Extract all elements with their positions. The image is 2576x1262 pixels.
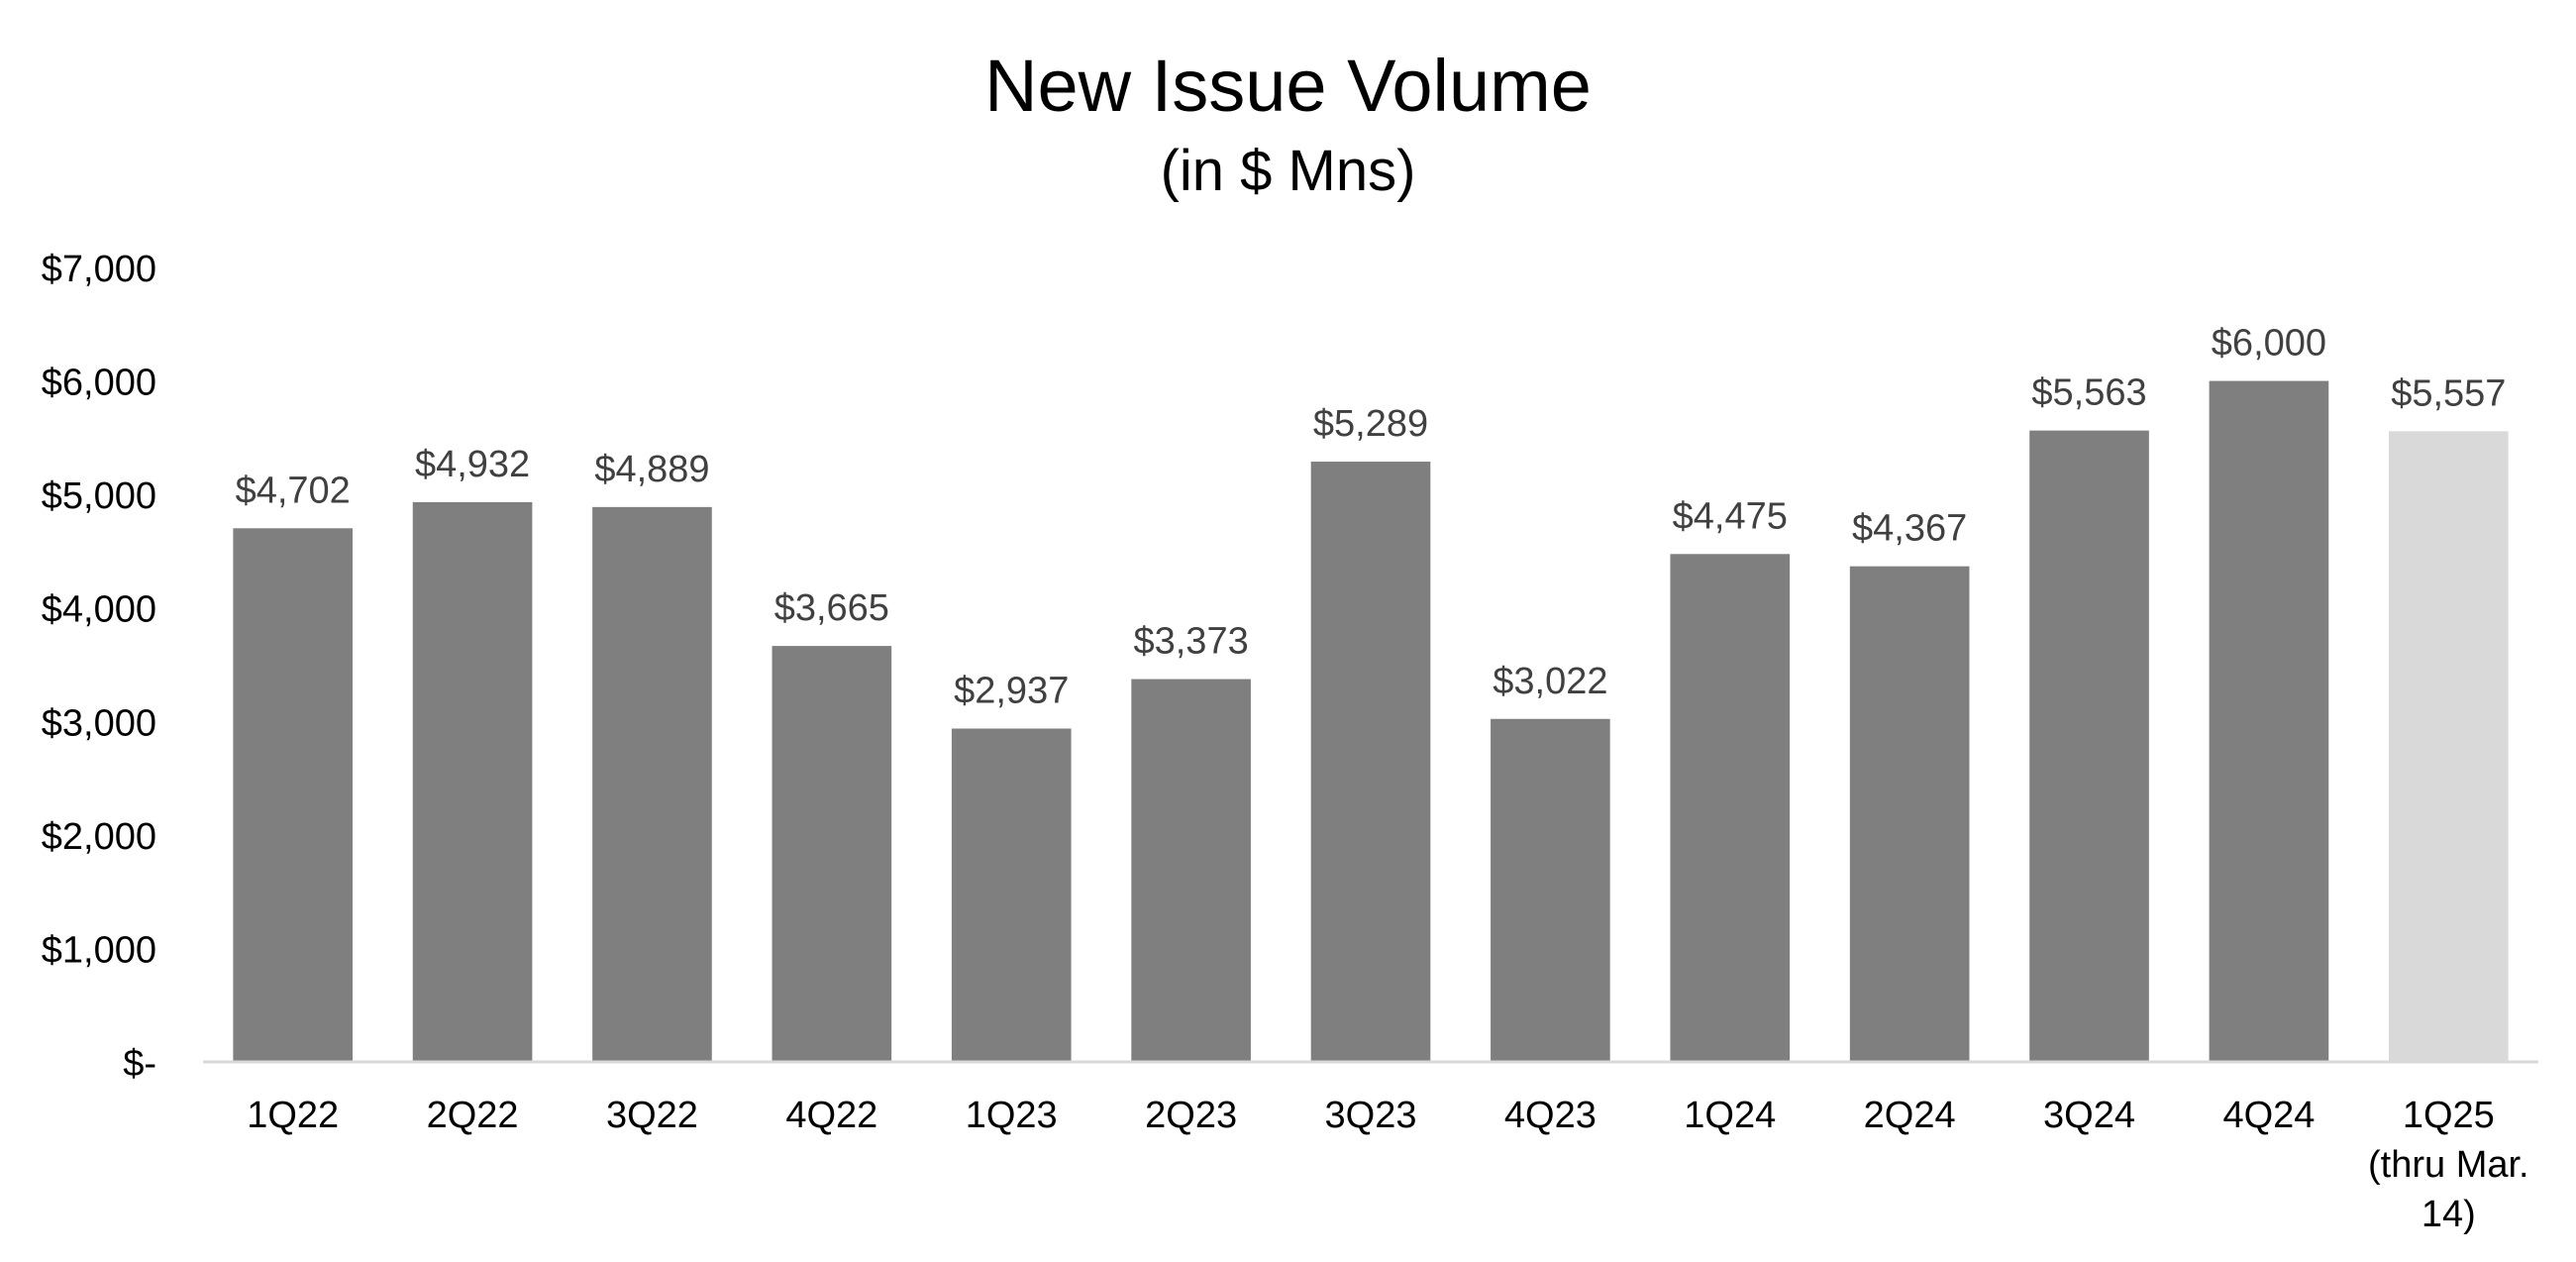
data-label: $2,937 [954,671,1069,712]
bar [2388,431,2509,1063]
bar [412,501,533,1062]
x-tick-label: 4Q23 [1504,1095,1597,1136]
bar [1670,554,1791,1062]
bar [2209,380,2329,1063]
x-tick-label: 4Q24 [2222,1095,2315,1136]
y-tick-label: $5,000 [42,475,156,517]
data-label: $4,889 [594,449,709,490]
data-label: $4,475 [1673,495,1788,537]
y-tick-label: $3,000 [42,702,156,744]
chart-title: New Issue Volume [984,45,1592,127]
y-tick-label: $7,000 [42,249,156,290]
data-label: $3,373 [1133,621,1248,663]
bar [1310,462,1431,1062]
x-tick-label: 3Q22 [606,1095,698,1136]
x-tick-label: 4Q22 [785,1095,877,1136]
bar [1491,718,1610,1062]
y-axis: $- $1,000 $2,000 $3,000 $4,000 $5,000 $6,000 $7… [42,249,156,1085]
y-tick-label: $6,000 [42,363,156,404]
x-tick-label: 2Q22 [427,1095,519,1136]
y-tick-label: $4,000 [42,589,156,631]
data-label: $6,000 [2212,323,2326,365]
data-label: $4,932 [415,444,530,485]
x-tick-label: 1Q23 [966,1095,1058,1136]
x-tick-label: 1Q22 [247,1095,339,1136]
y-tick-label: $2,000 [42,816,156,858]
x-axis: 1Q22 2Q22 3Q22 4Q22 1Q23 2Q23 3Q23 4Q23 1Q24 2Q24… [203,1060,2538,1235]
bar [1849,566,1970,1062]
data-label: $5,563 [2031,372,2146,414]
x-tick-label: 2Q24 [1864,1095,1956,1136]
chart-subtitle: (in $ Mns) [1160,139,1416,203]
x-tick-label: 1Q24 [1684,1095,1776,1136]
x-tick-label: 3Q23 [1325,1095,1417,1136]
bar [233,528,354,1062]
x-tick-label: 3Q24 [2043,1095,2135,1136]
x-tick-label: 1Q25 (thru Mar. 14) [2368,1095,2529,1235]
bars [233,380,2509,1063]
data-label: $5,289 [1313,403,1428,445]
data-label: $4,702 [236,470,351,511]
bar [2029,430,2149,1062]
data-label: $3,665 [774,587,889,629]
x-tick-label: 2Q23 [1145,1095,1237,1136]
bar [951,728,1072,1062]
data-label: $5,557 [2391,372,2506,414]
y-tick-label: $1,000 [42,929,156,971]
bar [592,506,712,1062]
data-label: $4,367 [1852,508,1967,550]
bar [1131,679,1251,1062]
bar [772,646,892,1062]
y-tick-label: $- [123,1043,156,1085]
data-label: $3,022 [1493,661,1607,702]
data-labels: $4,702 $4,932 $4,889 $3,665 $2,937 $3,373 $5,2… [236,323,2507,712]
